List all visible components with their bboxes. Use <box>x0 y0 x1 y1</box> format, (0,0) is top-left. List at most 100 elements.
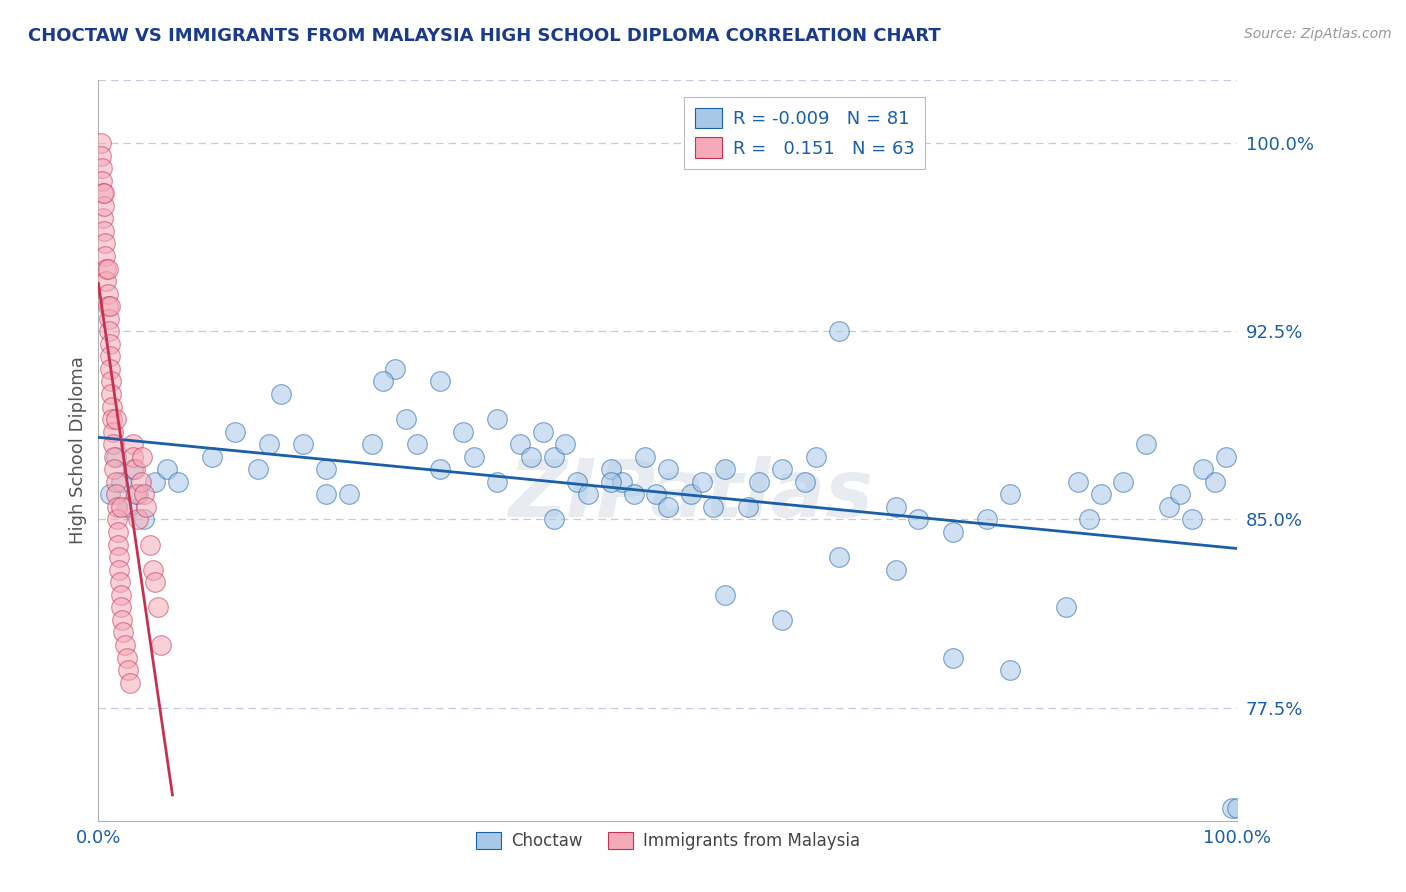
Point <box>315 462 337 476</box>
Point <box>110 588 132 602</box>
Point <box>645 487 668 501</box>
Point <box>395 412 418 426</box>
Point <box>104 450 127 464</box>
Point <box>224 425 246 439</box>
Point <box>135 500 157 514</box>
Point <box>292 437 315 451</box>
Point <box>406 437 429 451</box>
Point <box>103 437 125 451</box>
Point <box>90 136 112 150</box>
Point <box>623 487 645 501</box>
Point <box>486 412 509 426</box>
Point <box>131 450 153 464</box>
Point <box>111 613 134 627</box>
Point <box>1067 475 1090 489</box>
Y-axis label: High School Diploma: High School Diploma <box>69 357 87 544</box>
Text: CHOCTAW VS IMMIGRANTS FROM MALAYSIA HIGH SCHOOL DIPLOMA CORRELATION CHART: CHOCTAW VS IMMIGRANTS FROM MALAYSIA HIGH… <box>28 27 941 45</box>
Point <box>337 487 360 501</box>
Point <box>93 186 115 201</box>
Point <box>714 462 737 476</box>
Point <box>451 425 474 439</box>
Point <box>793 475 815 489</box>
Point <box>108 575 131 590</box>
Point <box>884 500 907 514</box>
Point <box>384 362 406 376</box>
Point <box>429 375 451 389</box>
Point <box>98 362 121 376</box>
Point <box>96 261 118 276</box>
Point <box>371 375 394 389</box>
Point <box>103 462 125 476</box>
Point <box>714 588 737 602</box>
Point <box>90 161 112 175</box>
Point <box>576 487 599 501</box>
Point <box>114 638 136 652</box>
Point <box>104 412 127 426</box>
Point <box>103 450 125 464</box>
Point <box>105 500 128 514</box>
Point <box>702 500 724 514</box>
Point <box>97 324 120 338</box>
Point <box>748 475 770 489</box>
Point <box>108 550 131 565</box>
Point <box>107 538 129 552</box>
Point <box>201 450 224 464</box>
Text: ZIPatlas: ZIPatlas <box>508 456 873 534</box>
Point <box>98 487 121 501</box>
Point <box>167 475 190 489</box>
Point <box>360 437 382 451</box>
Point <box>127 512 149 526</box>
Point <box>1056 600 1078 615</box>
Point <box>737 500 759 514</box>
Point <box>97 311 120 326</box>
Point <box>93 199 115 213</box>
Point <box>132 512 155 526</box>
Point <box>145 475 167 489</box>
Point <box>554 437 576 451</box>
Point <box>96 261 118 276</box>
Point <box>90 174 112 188</box>
Text: Source: ZipAtlas.com: Source: ZipAtlas.com <box>1244 27 1392 41</box>
Point <box>98 349 121 363</box>
Point <box>612 475 634 489</box>
Point <box>1204 475 1226 489</box>
Point <box>96 299 118 313</box>
Point <box>600 475 623 489</box>
Point <box>907 512 929 526</box>
Point <box>634 450 657 464</box>
Point <box>101 412 124 426</box>
Point <box>100 387 122 401</box>
Point <box>93 224 115 238</box>
Point <box>976 512 998 526</box>
Point <box>101 400 124 414</box>
Point <box>150 638 173 652</box>
Point <box>429 462 451 476</box>
Point <box>520 450 543 464</box>
Point <box>91 211 114 226</box>
Point <box>138 538 160 552</box>
Point <box>770 613 793 627</box>
Point <box>129 475 152 489</box>
Point <box>828 550 851 565</box>
Point <box>1220 801 1243 815</box>
Point <box>942 650 965 665</box>
Point <box>690 475 713 489</box>
Point <box>108 563 131 577</box>
Point <box>770 462 793 476</box>
Point <box>1181 512 1204 526</box>
Point <box>121 450 143 464</box>
Point <box>565 475 588 489</box>
Point <box>120 675 142 690</box>
Point <box>103 425 125 439</box>
Point <box>259 437 281 451</box>
Point <box>142 563 165 577</box>
Point <box>463 450 485 464</box>
Point <box>315 487 337 501</box>
Point <box>657 462 679 476</box>
Point <box>1090 487 1112 501</box>
Point <box>657 500 679 514</box>
Point <box>110 500 132 514</box>
Point <box>121 462 143 476</box>
Point <box>124 462 146 476</box>
Point <box>91 186 114 201</box>
